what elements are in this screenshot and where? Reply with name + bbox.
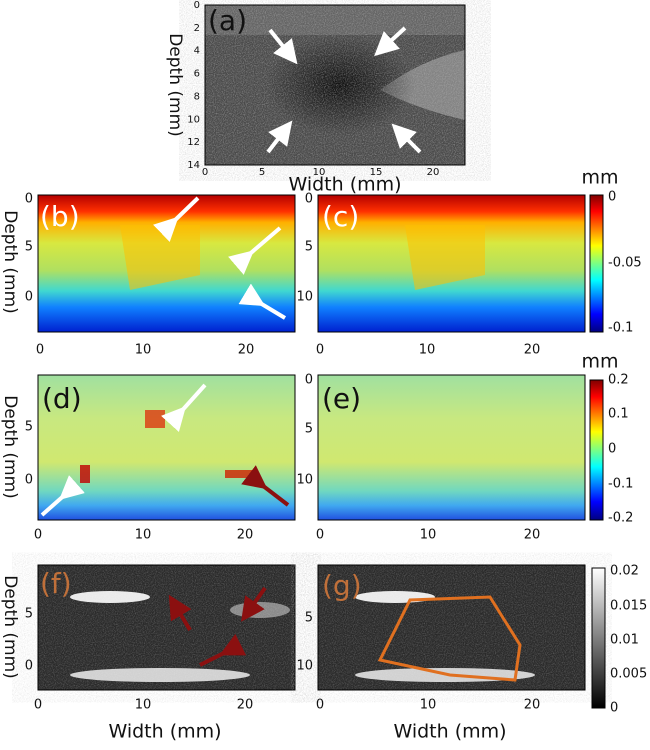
- colorbar-tick-label: 0.005: [610, 667, 647, 682]
- x-tick-label: 20: [237, 528, 254, 543]
- x-tick-label: 10: [420, 528, 437, 543]
- panel-f-image: [37, 564, 296, 691]
- panel-label: (b): [40, 200, 80, 233]
- panel-b-image: [37, 194, 296, 333]
- x-tick-label: 20: [237, 698, 254, 713]
- y-tick-label: 10: [296, 659, 313, 674]
- y-tick-label: 5: [305, 611, 313, 626]
- colorbar-tick-label: -0.1: [608, 477, 633, 492]
- x-tick-label: 10: [313, 167, 326, 178]
- y-tick-label: 0: [194, 0, 200, 11]
- colorbar-tick-label: 0: [608, 442, 616, 457]
- x-tick-label: 0: [316, 528, 324, 543]
- x-tick-label: 0: [316, 343, 324, 358]
- colorbar-unit: mm: [581, 167, 618, 189]
- x-tick-label: 10: [135, 528, 152, 543]
- y-tick-label: 0: [25, 473, 33, 488]
- x-tick-label: 10: [135, 698, 152, 713]
- colorbar-tick-label: 0: [610, 701, 618, 716]
- x-tick-label: 0: [316, 698, 324, 713]
- y-axis-label: Depth (mm): [0, 395, 20, 499]
- y-tick-label: 10: [187, 114, 200, 125]
- panel-label: (f): [40, 567, 72, 600]
- colorbar-3: [591, 567, 606, 709]
- x-tick-label: 0: [34, 698, 42, 713]
- colorbar-tick-label: 0.1: [608, 407, 629, 422]
- colorbar-tick-label: 0: [608, 190, 616, 205]
- x-tick-label: 20: [238, 343, 255, 358]
- x-tick-label: 20: [524, 698, 541, 713]
- y-tick-label: 2: [194, 23, 200, 34]
- colorbar-tick-label: 0.2: [608, 373, 629, 388]
- y-tick-label: 10: [296, 290, 313, 305]
- y-tick-label: 5: [305, 240, 313, 255]
- x-tick-label: 5: [259, 167, 265, 178]
- y-tick-label: 0: [25, 659, 33, 674]
- y-tick-label: 14: [187, 160, 200, 171]
- y-axis-label: Depth (mm): [165, 33, 185, 137]
- y-axis-label: Depth (mm): [0, 210, 20, 314]
- panel-c-image: [317, 194, 586, 333]
- x-tick-label: 20: [524, 528, 541, 543]
- colorbar-tick-label: 0.02: [610, 564, 639, 579]
- panel-e-image: [317, 374, 586, 521]
- y-tick-label: 12: [187, 137, 200, 148]
- y-tick-label: 0: [25, 192, 33, 207]
- y-tick-label: 0: [25, 290, 33, 305]
- y-tick-label: 0: [305, 373, 313, 388]
- x-tick-label: 20: [524, 343, 541, 358]
- x-axis-label: Width (mm): [393, 721, 506, 743]
- x-tick-label: 0: [36, 343, 44, 358]
- colorbar-unit: mm: [581, 351, 618, 373]
- panel-a-image: [204, 4, 466, 166]
- y-tick-label: 5: [25, 240, 33, 255]
- y-tick-label: 4: [194, 46, 200, 57]
- panel-label: (g): [322, 569, 362, 602]
- x-tick-label: 10: [420, 698, 437, 713]
- panel-label: (d): [42, 382, 82, 415]
- y-tick-label: 6: [194, 69, 200, 80]
- x-tick-label: 0: [34, 528, 42, 543]
- x-axis-label: Width (mm): [108, 721, 221, 743]
- y-tick-label: 0: [305, 192, 313, 207]
- y-axis-label: Depth (mm): [0, 575, 20, 679]
- y-tick-label: 5: [25, 607, 33, 622]
- x-tick-label: 10: [135, 343, 152, 358]
- panel-d-image: [37, 374, 296, 521]
- colorbar-tick-label: 0.01: [610, 633, 639, 648]
- colorbar-1: [589, 194, 604, 333]
- colorbar-2: [589, 379, 604, 521]
- x-tick-label: 0: [202, 167, 208, 178]
- y-tick-label: 10: [296, 473, 313, 488]
- y-tick-label: 8: [194, 91, 200, 102]
- panel-label: (e): [322, 382, 361, 415]
- x-tick-label: 20: [427, 167, 440, 178]
- y-tick-label: 5: [25, 420, 33, 435]
- panel-label: (c): [322, 200, 359, 233]
- colorbar-tick-label: -0.2: [608, 511, 633, 526]
- colorbar-tick-label: -0.05: [608, 256, 642, 271]
- colorbar-tick-label: -0.1: [608, 321, 633, 336]
- y-tick-label: 5: [305, 422, 313, 437]
- x-tick-label: 15: [370, 167, 383, 178]
- panel-g-image: [317, 564, 586, 691]
- panel-label: (a): [208, 4, 247, 37]
- x-tick-label: 10: [419, 343, 436, 358]
- x-axis-label: Width (mm): [288, 174, 401, 196]
- colorbar-tick-label: 0.015: [610, 599, 647, 614]
